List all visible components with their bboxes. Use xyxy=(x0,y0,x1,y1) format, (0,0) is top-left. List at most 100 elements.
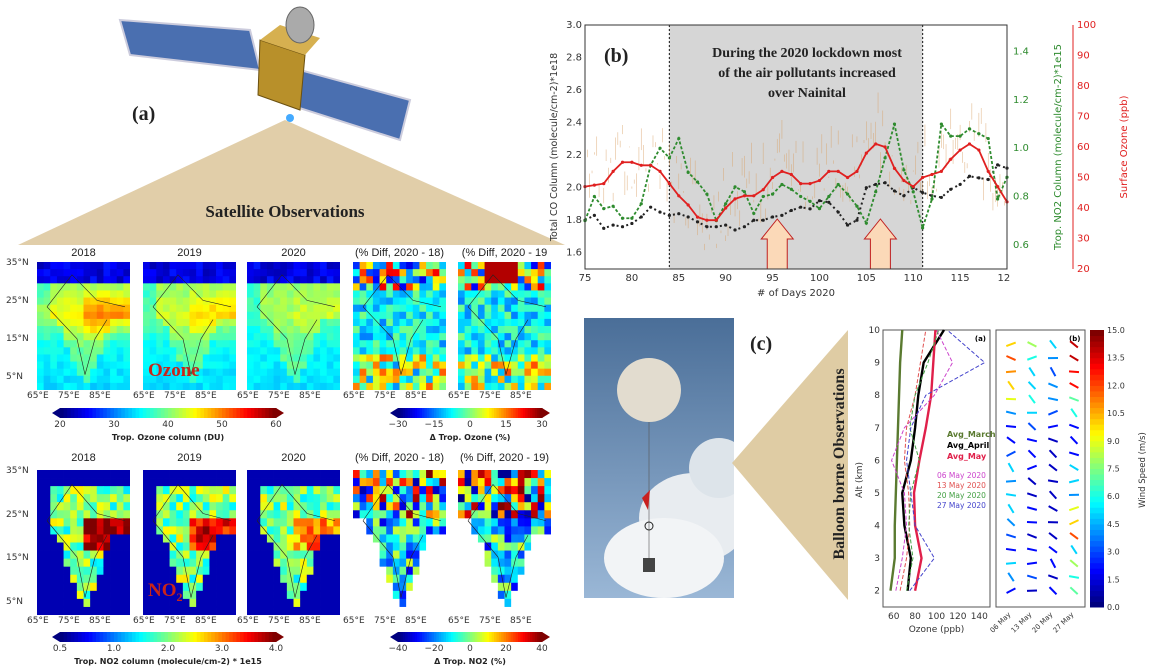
map-cell xyxy=(432,290,440,298)
map-cell xyxy=(326,470,334,479)
map-cell xyxy=(253,333,261,341)
map-cell xyxy=(286,368,294,377)
map-cell xyxy=(471,534,479,543)
map-cell xyxy=(517,340,525,348)
map-cell xyxy=(103,269,111,277)
colorbar-segment xyxy=(436,632,440,642)
map-cell xyxy=(497,297,505,306)
map-cell xyxy=(216,502,224,511)
map-cell xyxy=(76,590,84,600)
map-cell xyxy=(313,311,321,320)
map-cell xyxy=(477,510,485,519)
map-cell xyxy=(306,347,314,355)
map-cell xyxy=(37,361,45,370)
map-cell xyxy=(116,283,124,291)
map-cell xyxy=(491,269,499,277)
map-cell xyxy=(280,276,288,284)
map-cell xyxy=(300,290,308,298)
map-cell xyxy=(156,582,164,592)
map-cell xyxy=(253,574,261,584)
map-cell xyxy=(359,518,367,527)
map-cell xyxy=(247,494,255,503)
map-cell xyxy=(293,590,301,600)
map-cell xyxy=(56,598,64,608)
map-cell xyxy=(484,558,492,568)
data-point xyxy=(939,122,943,126)
map-cell xyxy=(149,333,157,341)
map-cell xyxy=(222,566,230,576)
map-cell xyxy=(464,534,472,543)
map-cell xyxy=(359,486,367,495)
map-cell xyxy=(169,304,177,313)
map-cell xyxy=(531,550,539,560)
map-cell xyxy=(50,558,58,568)
map-cell xyxy=(229,574,236,584)
map-cell xyxy=(399,510,407,519)
data-point xyxy=(677,212,681,216)
map-cell xyxy=(96,582,104,592)
map-cell xyxy=(110,333,118,341)
wind-arrow xyxy=(1049,558,1057,569)
map-cell xyxy=(169,340,177,348)
map-cell xyxy=(182,283,190,291)
map-cell xyxy=(293,534,301,543)
colorbar-segment xyxy=(539,408,543,418)
map-cell xyxy=(353,494,361,503)
wind-arrow xyxy=(1005,370,1017,374)
map-cell xyxy=(162,269,170,277)
map-cell xyxy=(432,486,440,495)
map-cell xyxy=(392,470,400,479)
map-cell xyxy=(149,311,157,320)
map-cell xyxy=(176,354,184,362)
map-cell xyxy=(484,304,492,313)
map-cell xyxy=(103,297,111,306)
map-cell xyxy=(202,304,210,313)
map-cell xyxy=(471,326,479,334)
map-cell xyxy=(471,318,479,327)
map-cell xyxy=(286,566,294,576)
map-cell xyxy=(419,326,427,334)
map-cell xyxy=(484,311,492,320)
map-cell xyxy=(477,502,485,511)
map-cell xyxy=(253,375,261,384)
map-cell xyxy=(162,574,170,584)
map-cell xyxy=(524,290,532,298)
map-cell xyxy=(286,550,294,560)
map-cell xyxy=(517,304,525,313)
map-cell xyxy=(123,382,130,390)
wind-arrow xyxy=(1007,380,1015,391)
map-cell xyxy=(56,326,64,334)
map-cell xyxy=(149,269,157,277)
map-cell xyxy=(458,550,466,560)
map-cell xyxy=(537,582,545,592)
map-cell xyxy=(63,518,71,527)
map-cell xyxy=(273,590,281,600)
data-point xyxy=(930,197,934,201)
map-cell xyxy=(196,333,204,341)
map-cell xyxy=(379,526,387,535)
map-cell xyxy=(266,382,274,390)
map-cell xyxy=(253,534,261,543)
map-cell xyxy=(286,262,294,270)
map-cell xyxy=(162,542,170,551)
map-cell xyxy=(253,518,261,527)
map-cell xyxy=(426,368,434,377)
colorbar-title: Trop. NO2 column (molecule/cm-2) * 1e15 xyxy=(74,657,262,666)
map-cell xyxy=(247,354,255,362)
map-cell xyxy=(504,478,512,487)
map-cell xyxy=(300,262,308,270)
map-cell xyxy=(359,283,367,291)
map-cell xyxy=(70,361,78,370)
map-cell xyxy=(162,375,170,384)
map-cell xyxy=(143,550,151,560)
map-cell xyxy=(333,276,340,284)
map-cell xyxy=(169,478,177,487)
map-cell xyxy=(458,598,466,608)
map-cell xyxy=(366,526,374,535)
map-cell xyxy=(247,550,255,560)
map-cell xyxy=(531,326,539,334)
map-cell xyxy=(439,510,446,519)
map-cell xyxy=(247,276,255,284)
map-cell xyxy=(484,318,492,327)
map-cell xyxy=(169,510,177,519)
